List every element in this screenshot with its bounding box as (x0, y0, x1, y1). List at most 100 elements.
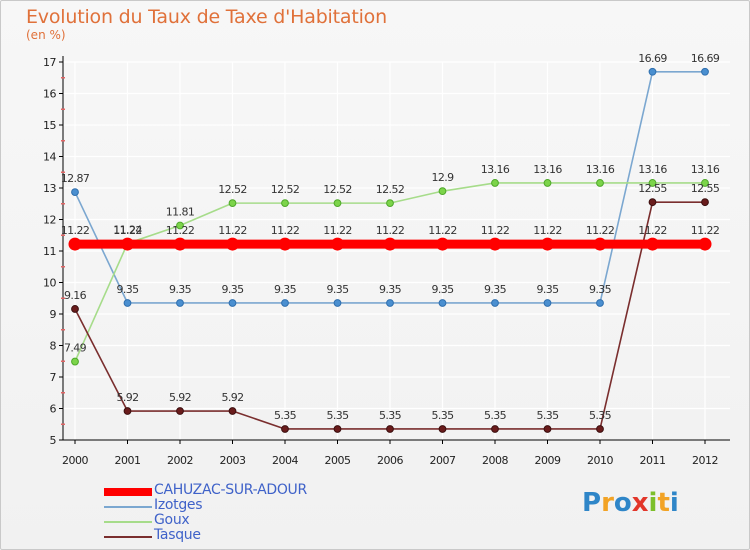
point-izotges-2011 (648, 67, 657, 76)
data-label-izotges-2011: 16.69 (638, 52, 667, 65)
data-label-goux-2004: 12.52 (271, 183, 300, 196)
data-label-tasque-2004: 5.35 (274, 409, 297, 422)
point-cahuzac-sur-adour-2006 (383, 237, 397, 251)
legend-swatch (104, 488, 152, 496)
point-cahuzac-sur-adour-2005 (331, 237, 344, 251)
x-tick-label-2008: 2008 (482, 454, 508, 467)
point-cahuzac-sur-adour-2004 (278, 237, 292, 251)
data-label-izotges-2007: 9.35 (431, 283, 454, 296)
data-label-cahuzac-sur-adour-2004: 11.22 (271, 224, 300, 237)
data-label-cahuzac-sur-adour-2011: 11.22 (638, 224, 667, 237)
logo-letter: r (601, 488, 614, 518)
data-label-izotges-2006: 9.35 (379, 283, 402, 296)
y-tick-label-10: 10 (43, 277, 56, 290)
point-tasque-2005 (333, 425, 342, 433)
data-label-izotges-2005: 9.35 (326, 283, 349, 296)
data-label-cahuzac-sur-adour-2002: 11.22 (166, 224, 195, 237)
y-tick-label-16: 16 (43, 88, 56, 101)
logo-letter: i (669, 488, 679, 518)
point-cahuzac-sur-adour-2009 (541, 237, 554, 251)
data-label-tasque-2009: 5.35 (536, 409, 559, 422)
data-label-tasque-2007: 5.35 (431, 409, 454, 422)
x-tick-label-2002: 2002 (167, 454, 193, 467)
x-tick-label-2009: 2009 (535, 454, 561, 467)
point-goux-2004 (281, 199, 289, 208)
point-izotges-2002 (176, 299, 184, 307)
y-tick-label-15: 15 (43, 119, 56, 132)
point-goux-2010 (596, 179, 604, 187)
x-tick-label-2010: 2010 (587, 454, 613, 467)
point-cahuzac-sur-adour-2012 (698, 237, 712, 251)
data-label-izotges-2001: 9.35 (116, 283, 139, 296)
point-cahuzac-sur-adour-2010 (593, 237, 607, 251)
data-label-izotges-2009: 9.35 (536, 283, 559, 296)
point-goux-2006 (386, 199, 394, 208)
point-goux-2003 (228, 199, 237, 208)
point-tasque-2012 (701, 198, 709, 207)
point-tasque-2009 (543, 425, 552, 433)
point-cahuzac-sur-adour-2011 (646, 237, 659, 251)
data-label-goux-2007: 12.9 (431, 171, 454, 184)
logo-letter: i (648, 488, 658, 518)
x-tick-label-2003: 2003 (220, 454, 246, 467)
data-label-cahuzac-sur-adour-2006: 11.22 (376, 224, 405, 237)
data-label-goux-2005: 12.52 (323, 183, 352, 196)
data-label-cahuzac-sur-adour-2009: 11.22 (533, 224, 562, 237)
point-cahuzac-sur-adour-2008 (488, 237, 502, 251)
data-label-goux-2011: 13.16 (638, 163, 667, 176)
point-izotges-2006 (386, 299, 394, 307)
point-izotges-2005 (333, 299, 342, 307)
point-tasque-2007 (438, 425, 447, 433)
point-izotges-2000 (71, 188, 79, 196)
logo-letter: x (631, 488, 649, 518)
point-izotges-2008 (491, 299, 499, 307)
data-label-tasque-2011: 12.55 (638, 182, 667, 195)
data-label-tasque-2001: 5.92 (116, 391, 138, 404)
point-cahuzac-sur-adour-2000 (68, 237, 82, 251)
chart-subtitle: (en %) (26, 28, 66, 42)
data-label-goux-2000: 7.49 (64, 342, 87, 355)
data-label-izotges-2012: 16.69 (691, 52, 720, 65)
point-cahuzac-sur-adour-2003 (226, 237, 239, 251)
logo-letter: P (582, 488, 602, 518)
point-goux-2000 (71, 357, 79, 366)
point-izotges-2009 (543, 299, 552, 307)
y-tick-label-8: 8 (50, 340, 57, 353)
logo-letter: o (613, 488, 632, 518)
data-label-tasque-2002: 5.92 (169, 391, 191, 404)
data-label-cahuzac-sur-adour-2005: 11.22 (323, 224, 352, 237)
data-label-goux-2009: 13.16 (533, 163, 562, 176)
point-tasque-2010 (596, 425, 604, 433)
x-tick-label-2000: 2000 (62, 454, 88, 467)
point-tasque-2011 (648, 198, 657, 207)
point-tasque-2002 (176, 407, 184, 415)
point-izotges-2004 (281, 299, 289, 307)
data-label-tasque-2005: 5.35 (326, 409, 349, 422)
proxiti-logo: Proxiti (582, 488, 679, 518)
data-label-goux-2012: 13.16 (691, 163, 720, 176)
data-label-cahuzac-sur-adour-2000: 11.22 (61, 224, 90, 237)
data-label-izotges-2010: 9.35 (589, 283, 612, 296)
y-tick-label-12: 12 (43, 214, 56, 227)
x-tick-label-2012: 2012 (692, 454, 718, 467)
point-goux-2011 (648, 179, 657, 187)
data-label-goux-2008: 13.16 (481, 163, 510, 176)
data-label-cahuzac-sur-adour-2001: 11.22 (113, 224, 142, 237)
data-label-izotges-2008: 9.35 (484, 283, 507, 296)
legend-swatch (104, 506, 152, 508)
point-cahuzac-sur-adour-2007 (436, 237, 449, 251)
x-tick-label-2011: 2011 (640, 454, 666, 467)
point-izotges-2007 (438, 299, 447, 307)
data-label-goux-2010: 13.16 (586, 163, 615, 176)
data-label-tasque-2010: 5.35 (589, 409, 612, 422)
data-label-tasque-2006: 5.35 (379, 409, 402, 422)
x-tick-label-2001: 2001 (115, 454, 141, 467)
data-label-izotges-2004: 9.35 (274, 283, 297, 296)
point-izotges-2003 (228, 299, 237, 307)
legend-label: Tasque (154, 527, 201, 543)
data-label-goux-2001: 11.24 (113, 223, 142, 236)
legend-label: Izotges (154, 497, 203, 513)
logo-letter: t (657, 488, 670, 518)
data-label-tasque-2000: 9.16 (64, 289, 87, 302)
